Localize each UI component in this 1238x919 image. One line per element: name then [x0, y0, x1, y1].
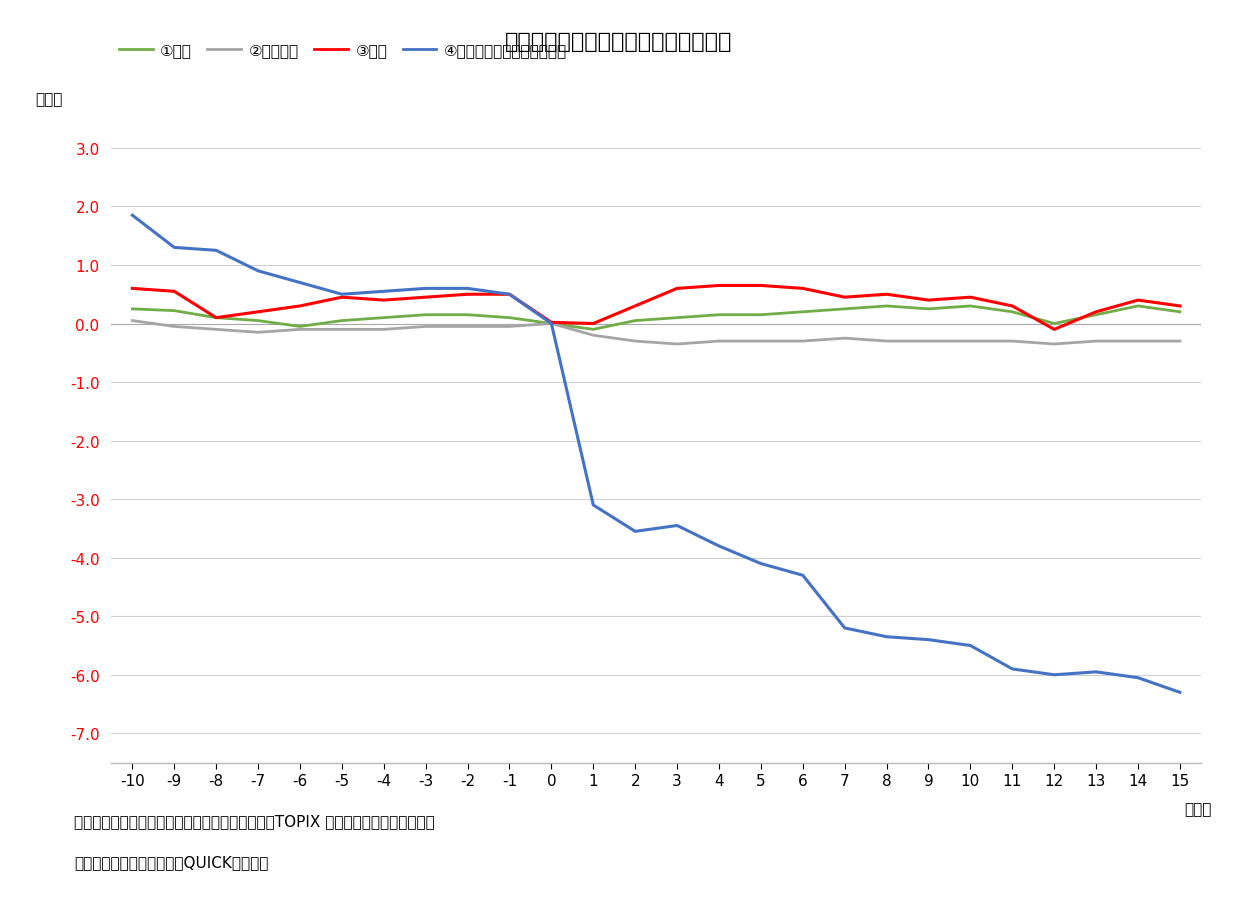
Legend: ①全体, ②基準未達, ③適合, ④スタンダード市場選択申諏: ①全体, ②基準未達, ③適合, ④スタンダード市場選択申諏: [119, 43, 567, 59]
Text: 図表３　適合計画書開示後の株価推移: 図表３ 適合計画書開示後の株価推移: [505, 32, 733, 52]
Text: （日）: （日）: [1185, 801, 1212, 816]
Text: （注）　直近の適合計画書開示日を０日として対TOPIX 累積超過収益率の単純平均: （注） 直近の適合計画書開示日を０日として対TOPIX 累積超過収益率の単純平均: [74, 813, 435, 828]
Text: （資料）　各社開示資料、QUICKから作成: （資料） 各社開示資料、QUICKから作成: [74, 855, 269, 869]
Text: （％）: （％）: [35, 92, 63, 107]
